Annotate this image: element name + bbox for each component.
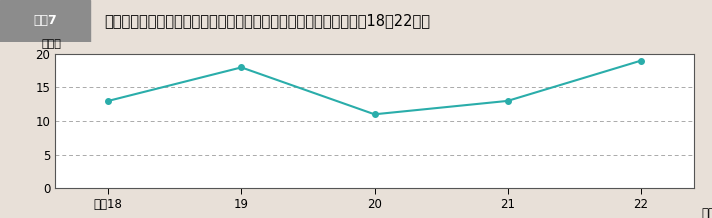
Text: （年）: （年） xyxy=(701,208,712,218)
Text: インターネットを利用した薬物密売事範の検挙事件数の推移（平成18～22年）: インターネットを利用した薬物密売事範の検挙事件数の推移（平成18～22年） xyxy=(104,14,430,29)
Text: 図－7: 図－7 xyxy=(33,15,57,27)
Text: （件）: （件） xyxy=(42,39,61,49)
Bar xyxy=(0,0,90,42)
